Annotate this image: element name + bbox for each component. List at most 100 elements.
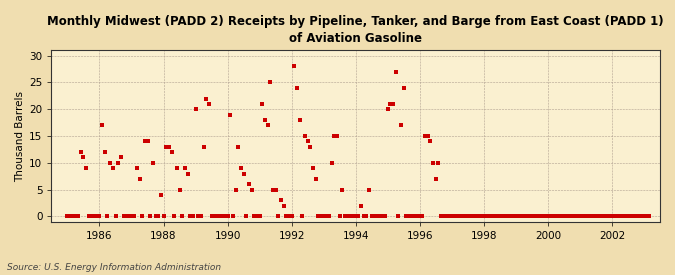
Point bbox=[361, 214, 372, 219]
Point bbox=[620, 214, 630, 219]
Point bbox=[452, 214, 462, 219]
Point bbox=[556, 214, 566, 219]
Point bbox=[625, 214, 636, 219]
Point bbox=[551, 214, 562, 219]
Point bbox=[78, 155, 89, 160]
Point bbox=[121, 214, 132, 219]
Point bbox=[545, 214, 556, 219]
Point bbox=[174, 187, 185, 192]
Point bbox=[70, 214, 81, 219]
Point bbox=[617, 214, 628, 219]
Point bbox=[204, 102, 215, 106]
Point bbox=[401, 214, 412, 219]
Point bbox=[502, 214, 513, 219]
Point bbox=[222, 214, 233, 219]
Point bbox=[211, 214, 222, 219]
Point bbox=[263, 123, 273, 128]
Point bbox=[443, 214, 454, 219]
Point bbox=[230, 187, 241, 192]
Point bbox=[321, 214, 331, 219]
Point bbox=[446, 214, 457, 219]
Point bbox=[238, 171, 249, 176]
Point bbox=[462, 214, 473, 219]
Point bbox=[140, 139, 151, 144]
Point bbox=[404, 214, 414, 219]
Point bbox=[484, 214, 495, 219]
Point bbox=[94, 214, 105, 219]
Point bbox=[225, 112, 236, 117]
Point bbox=[163, 145, 174, 149]
Point bbox=[367, 214, 377, 219]
Point bbox=[142, 139, 153, 144]
Point bbox=[390, 70, 401, 74]
Point bbox=[577, 214, 588, 219]
Point bbox=[516, 214, 526, 219]
Point bbox=[489, 214, 500, 219]
Point bbox=[145, 214, 156, 219]
Point bbox=[73, 214, 84, 219]
Point bbox=[177, 214, 188, 219]
Point bbox=[449, 214, 460, 219]
Point bbox=[364, 187, 375, 192]
Point bbox=[510, 214, 521, 219]
Point bbox=[641, 214, 652, 219]
Point bbox=[588, 214, 599, 219]
Point bbox=[380, 214, 391, 219]
Point bbox=[622, 214, 633, 219]
Point bbox=[166, 150, 177, 154]
Point bbox=[334, 214, 345, 219]
Point bbox=[574, 214, 585, 219]
Point bbox=[385, 102, 396, 106]
Point bbox=[340, 214, 350, 219]
Point bbox=[329, 134, 340, 138]
Point bbox=[540, 214, 551, 219]
Point bbox=[289, 64, 300, 68]
Point bbox=[596, 214, 607, 219]
Point bbox=[468, 214, 479, 219]
Point bbox=[441, 214, 452, 219]
Point bbox=[316, 214, 327, 219]
Point bbox=[614, 214, 625, 219]
Point bbox=[198, 145, 209, 149]
Point bbox=[217, 214, 227, 219]
Point bbox=[348, 214, 358, 219]
Point bbox=[115, 155, 126, 160]
Point bbox=[396, 123, 406, 128]
Point bbox=[244, 182, 254, 186]
Point bbox=[377, 214, 388, 219]
Point bbox=[292, 86, 302, 90]
Point bbox=[313, 214, 324, 219]
Point bbox=[150, 214, 161, 219]
Point bbox=[118, 214, 129, 219]
Point bbox=[300, 134, 310, 138]
Point bbox=[201, 96, 212, 101]
Point bbox=[610, 214, 620, 219]
Point bbox=[265, 80, 275, 85]
Point bbox=[196, 214, 207, 219]
Point bbox=[604, 214, 615, 219]
Point bbox=[97, 123, 107, 128]
Point bbox=[387, 102, 398, 106]
Point bbox=[227, 214, 238, 219]
Point bbox=[566, 214, 577, 219]
Point bbox=[254, 214, 265, 219]
Point bbox=[406, 214, 417, 219]
Point bbox=[91, 214, 102, 219]
Point bbox=[521, 214, 532, 219]
Point bbox=[337, 187, 348, 192]
Point bbox=[246, 187, 257, 192]
Point bbox=[155, 193, 166, 197]
Point bbox=[454, 214, 465, 219]
Point bbox=[476, 214, 487, 219]
Point bbox=[319, 214, 329, 219]
Point bbox=[358, 214, 369, 219]
Point bbox=[124, 214, 134, 219]
Point bbox=[481, 214, 492, 219]
Point bbox=[505, 214, 516, 219]
Point bbox=[331, 134, 342, 138]
Point bbox=[273, 214, 284, 219]
Point bbox=[297, 214, 308, 219]
Point bbox=[76, 150, 86, 154]
Point bbox=[492, 214, 503, 219]
Point bbox=[323, 214, 334, 219]
